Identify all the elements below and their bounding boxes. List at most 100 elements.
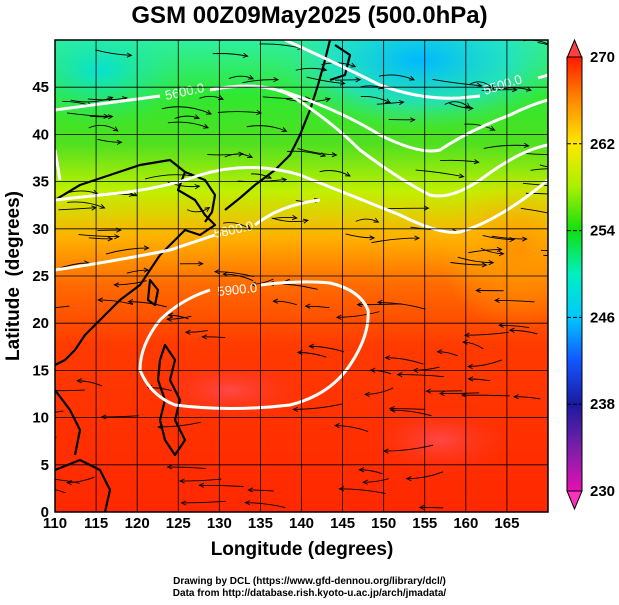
streamline — [128, 301, 167, 308]
streamline — [539, 164, 548, 168]
streamline — [481, 89, 517, 92]
streamline-arrowhead — [180, 500, 187, 506]
streamline-arrowhead — [509, 236, 516, 243]
streamline-arrowhead — [201, 334, 208, 340]
streamline — [228, 75, 254, 80]
streamline — [66, 112, 109, 117]
streamline-arrowhead — [128, 191, 135, 198]
streamline-arrowhead — [547, 214, 548, 215]
streamline-arrowhead — [107, 236, 114, 242]
streamline — [207, 153, 243, 156]
x-tick-labels: 110 115 120 125 130 135 140 145 150 155 160 165 — [43, 515, 520, 532]
streamline — [67, 476, 95, 484]
streamline — [415, 169, 464, 178]
chart-title: GSM 00Z09May2025 (500.0hPa) — [131, 2, 488, 29]
streamline — [251, 278, 274, 285]
streamline — [77, 380, 103, 387]
streamline — [223, 222, 251, 230]
streamline — [359, 469, 383, 475]
streamline — [245, 502, 286, 508]
colorbar-min-arrow — [566, 490, 583, 511]
streamline-arrowhead — [364, 391, 370, 397]
streamline-arrowhead — [167, 312, 174, 318]
streamline-arrowhead — [513, 394, 519, 400]
streamline — [376, 101, 404, 105]
streamline-arrowhead — [384, 355, 391, 361]
streamline-arrowhead — [7, 440, 12, 444]
y-tick-label: 5 — [41, 457, 49, 474]
streamline — [360, 96, 391, 104]
streamline-arrowhead — [127, 299, 134, 305]
streamline — [464, 123, 495, 131]
streamline-arrowhead — [488, 83, 495, 90]
streamline-arrowhead — [247, 153, 254, 159]
streamline — [468, 378, 491, 382]
streamline-arrowhead — [166, 316, 172, 322]
streamline-arrowhead — [203, 123, 210, 129]
streamline-arrowhead — [498, 251, 505, 257]
streamline — [272, 216, 297, 219]
streamline-arrowhead — [467, 363, 473, 370]
streamline — [440, 159, 479, 163]
streamline-arrowhead — [409, 75, 416, 81]
streamline-arrowhead — [468, 105, 474, 111]
streamline — [181, 500, 227, 504]
cold-pool-northwest — [55, 40, 190, 125]
colorbar-tick-label: 238 — [590, 396, 615, 413]
streamline — [167, 315, 192, 320]
x-tick-label: 115 — [84, 515, 108, 532]
streamline-arrowhead — [373, 217, 380, 223]
streamline — [339, 488, 386, 494]
streamline — [180, 478, 222, 482]
streamline-arrowhead — [335, 314, 342, 320]
streamline-arrowhead — [496, 246, 503, 253]
streamline — [212, 53, 248, 57]
streamline-arrowhead — [398, 99, 405, 106]
streamline-arrowhead — [143, 267, 150, 273]
streamline-arrowhead — [97, 297, 103, 303]
streamline-arrowhead — [458, 173, 465, 179]
streamline — [88, 237, 113, 240]
streamline-arrowhead — [511, 87, 518, 93]
streamline-arrowhead — [557, 164, 562, 168]
streamline — [105, 247, 149, 255]
streamline-arrowhead — [554, 192, 559, 196]
streamline-arrowhead — [385, 98, 392, 104]
streamline — [437, 351, 458, 357]
streamline — [336, 311, 380, 318]
streamline-arrowhead — [292, 406, 298, 412]
coastline-taiwan — [146, 278, 160, 307]
contour-label-5900: 5900.0 — [217, 280, 258, 299]
streamline-arrowhead — [369, 235, 376, 241]
contour-5500 — [284, 40, 548, 100]
contour-5600 — [55, 84, 548, 198]
streamline-arrowhead — [438, 390, 445, 397]
streamline — [345, 233, 375, 239]
streamline — [444, 101, 470, 109]
streamline — [483, 144, 529, 149]
streamline — [379, 74, 415, 81]
streamline — [334, 425, 369, 432]
streamline-arrowhead — [557, 166, 562, 170]
streamline-arrowhead — [489, 125, 496, 131]
streamline — [520, 207, 548, 214]
coastline-korea — [184, 170, 217, 223]
colorbar: 230 238 246 254 262 270 — [566, 38, 616, 511]
streamline-arrowhead — [376, 299, 383, 305]
streamline — [250, 173, 272, 179]
streamline-arrowhead — [356, 302, 363, 308]
streamline-arrowhead — [525, 86, 532, 92]
streamline-arrowhead — [498, 322, 504, 328]
streamline — [55, 489, 66, 494]
streamline-arrowhead — [166, 464, 173, 470]
streamline-arrowhead — [339, 80, 346, 86]
x-tick-label: 150 — [371, 515, 396, 532]
streamline-arrowhead — [113, 282, 120, 288]
streamline — [55, 410, 64, 413]
streamline — [357, 303, 402, 306]
streamline-arrowhead — [272, 298, 279, 304]
streamline — [449, 102, 473, 109]
streamline — [174, 115, 200, 119]
streamline-arrowhead — [76, 378, 82, 384]
